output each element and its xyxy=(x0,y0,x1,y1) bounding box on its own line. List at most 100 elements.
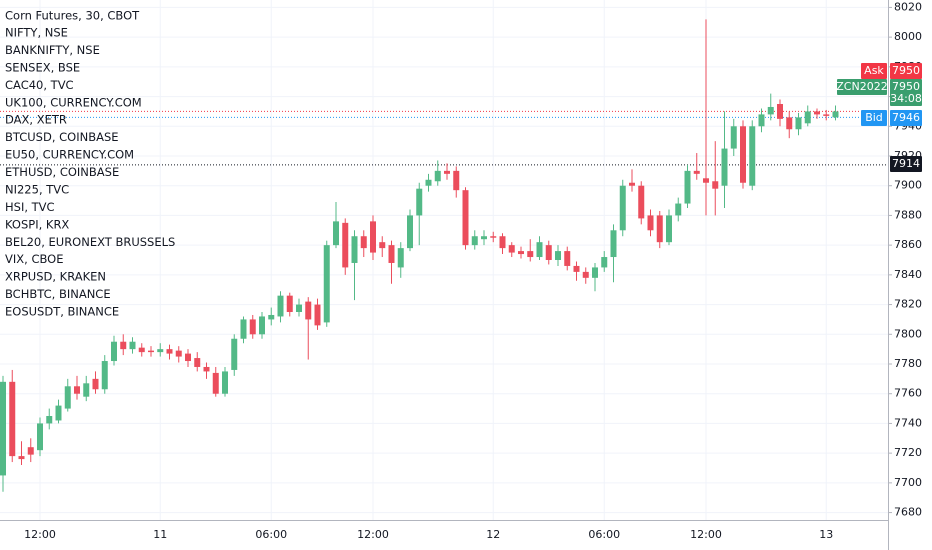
watchlist-item[interactable]: SENSEX, BSE xyxy=(5,60,80,74)
candle-body xyxy=(314,304,321,326)
watchlist-item[interactable]: EU50, CURRENCY.COM xyxy=(5,148,134,162)
candle-body xyxy=(758,114,765,127)
x-tick-label: 12:00 xyxy=(357,528,389,541)
candle-body xyxy=(721,148,728,186)
watchlist-item[interactable]: HSI, TVC xyxy=(5,200,55,214)
candle-body xyxy=(379,242,386,249)
candle-body xyxy=(342,222,349,268)
y-tick-label: 7900 xyxy=(894,179,922,192)
price-tag xyxy=(861,63,887,79)
candle-body xyxy=(629,182,635,186)
candle-body xyxy=(777,104,783,119)
price-tag xyxy=(837,79,887,95)
candle-body xyxy=(527,251,534,258)
watchlist-item[interactable]: KOSPI, KRX xyxy=(5,217,69,231)
y-tick-label: 7860 xyxy=(894,238,922,251)
watchlist-item[interactable]: EOSUSDT, BINANCE xyxy=(5,305,119,319)
candle-body xyxy=(564,251,571,266)
countdown: 34:08 xyxy=(890,92,922,105)
watchlist-item[interactable]: DAX, XETR xyxy=(5,113,67,127)
watchlist-item[interactable]: NI225, TVC xyxy=(5,182,69,196)
price-box xyxy=(890,110,922,126)
candle-body xyxy=(471,236,478,246)
candle-body xyxy=(730,126,737,149)
watchlist-item[interactable]: CAC40, TVC xyxy=(5,78,74,92)
candle-body xyxy=(786,117,793,130)
y-tick-label: 7800 xyxy=(894,327,922,340)
candle-body xyxy=(481,236,487,240)
candle-body xyxy=(222,371,228,394)
x-tick-label: 12:00 xyxy=(24,528,56,541)
price-tag xyxy=(861,110,887,126)
price-box xyxy=(890,63,922,79)
candle-body xyxy=(804,111,811,124)
candle-body xyxy=(749,126,756,186)
x-tick-label: 12 xyxy=(486,528,500,541)
x-tick-label: 12:00 xyxy=(690,528,722,541)
candle-body xyxy=(444,170,450,174)
y-tick-label: 7760 xyxy=(894,387,922,400)
candle-body xyxy=(592,267,598,278)
candle-body xyxy=(536,242,543,258)
y-tick-label: 7740 xyxy=(894,416,922,429)
candle-body xyxy=(333,221,339,246)
candle-body xyxy=(601,257,608,268)
candle-body xyxy=(388,245,395,263)
watchlist-item[interactable]: XRPUSD, KRAKEN xyxy=(5,270,106,284)
candle-body xyxy=(148,350,154,353)
watchlist-item[interactable]: ETHUSD, COINBASE xyxy=(5,165,119,179)
watchlist-item[interactable]: UK100, CURRENCY.COM xyxy=(5,95,142,109)
candle-body xyxy=(0,381,6,476)
candle-body xyxy=(101,361,108,390)
y-tick-label: 7880 xyxy=(894,208,922,221)
candle-body xyxy=(693,170,700,174)
y-tick-label: 7720 xyxy=(894,446,922,459)
candle-body xyxy=(259,316,265,335)
candle-body xyxy=(434,170,441,182)
candle-body xyxy=(129,341,136,350)
candle-body xyxy=(638,185,645,219)
candle-body xyxy=(490,236,497,238)
watchlist-item[interactable]: BCHBTC, BINANCE xyxy=(5,287,111,301)
x-tick-label: 11 xyxy=(153,528,167,541)
candle-body xyxy=(9,381,16,457)
candle-body xyxy=(740,126,746,183)
watchlist-item[interactable]: BTCUSD, COINBASE xyxy=(5,130,119,144)
candle-body xyxy=(55,405,62,421)
y-tick-label: 8020 xyxy=(894,0,922,13)
watchlist-item[interactable]: BEL20, EURONEXT BRUSSELS xyxy=(5,235,175,249)
candle-body xyxy=(518,251,524,255)
candle-body xyxy=(268,314,275,320)
y-tick-label: 8000 xyxy=(894,30,922,43)
price-box xyxy=(890,156,922,172)
candle-body xyxy=(416,188,423,216)
candle-body xyxy=(370,221,376,253)
candle-body xyxy=(545,245,552,260)
candle-body xyxy=(675,203,682,216)
candle-body xyxy=(157,349,164,353)
candle-body xyxy=(397,248,404,268)
candle-body xyxy=(425,179,432,186)
y-tick-label: 7840 xyxy=(894,268,922,281)
candle-body xyxy=(767,106,774,115)
candle-body xyxy=(194,358,201,367)
candle-body xyxy=(83,383,90,397)
symbol-title: Corn Futures, 30, CBOT xyxy=(5,9,140,23)
price-box-value: 7914 xyxy=(892,157,920,170)
candle-body xyxy=(46,416,53,424)
candles xyxy=(0,19,839,492)
candle-body xyxy=(305,301,312,320)
y-tick-label: 7780 xyxy=(894,357,922,370)
legend: Corn Futures, 30, CBOT NIFTY, NSE BANKNIF… xyxy=(5,9,175,319)
candle-body xyxy=(277,295,284,317)
price-tag-label: ZCN2022 xyxy=(836,80,887,93)
candle-body xyxy=(499,236,506,249)
candle-body xyxy=(619,185,626,231)
y-tick-label: 7680 xyxy=(894,506,922,519)
watchlist-item[interactable]: NIFTY, NSE xyxy=(5,26,68,40)
x-tick-label: 06:00 xyxy=(588,528,620,541)
axes: 7680 7700 7720 7740 7760 7780 7800 7820 7840 7860… xyxy=(24,0,922,541)
watchlist-item[interactable]: BANKNIFTY, NSE xyxy=(5,43,100,57)
watchlist-item[interactable]: VIX, CBOE xyxy=(5,252,63,266)
